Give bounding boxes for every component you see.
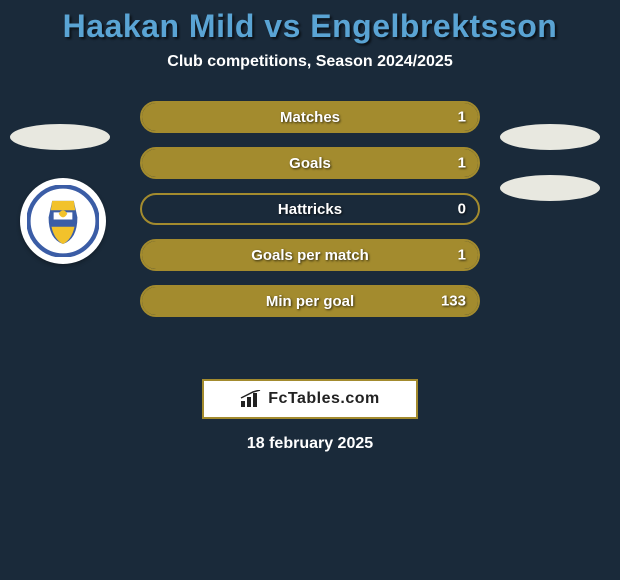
page-subtitle: Club competitions, Season 2024/2025 — [0, 53, 620, 71]
stat-label: Goals — [289, 155, 331, 172]
stat-label: Hattricks — [278, 201, 342, 218]
stat-row-goals: Goals 1 — [140, 147, 480, 179]
brand-text: FcTables.com — [268, 390, 380, 408]
stat-value: 1 — [458, 155, 466, 172]
container: Haakan Mild vs Engelbrektsson Club compe… — [0, 0, 620, 580]
stat-label: Goals per match — [251, 247, 369, 264]
date-line: 18 february 2025 — [0, 435, 620, 453]
stats-area: Matches 1 Goals 1 Hattricks 0 Goals per … — [0, 101, 620, 361]
stat-value: 0 — [458, 201, 466, 218]
stat-row-matches: Matches 1 — [140, 101, 480, 133]
stat-row-min-per-goal: Min per goal 133 — [140, 285, 480, 317]
stat-row-hattricks: Hattricks 0 — [140, 193, 480, 225]
stat-label: Min per goal — [266, 293, 354, 310]
stat-value: 133 — [441, 293, 466, 310]
chart-icon — [240, 390, 262, 408]
brand-box[interactable]: FcTables.com — [202, 379, 418, 419]
page-title: Haakan Mild vs Engelbrektsson — [0, 8, 620, 45]
stat-value: 1 — [458, 109, 466, 126]
stat-row-goals-per-match: Goals per match 1 — [140, 239, 480, 271]
stat-label: Matches — [280, 109, 340, 126]
stat-value: 1 — [458, 247, 466, 264]
